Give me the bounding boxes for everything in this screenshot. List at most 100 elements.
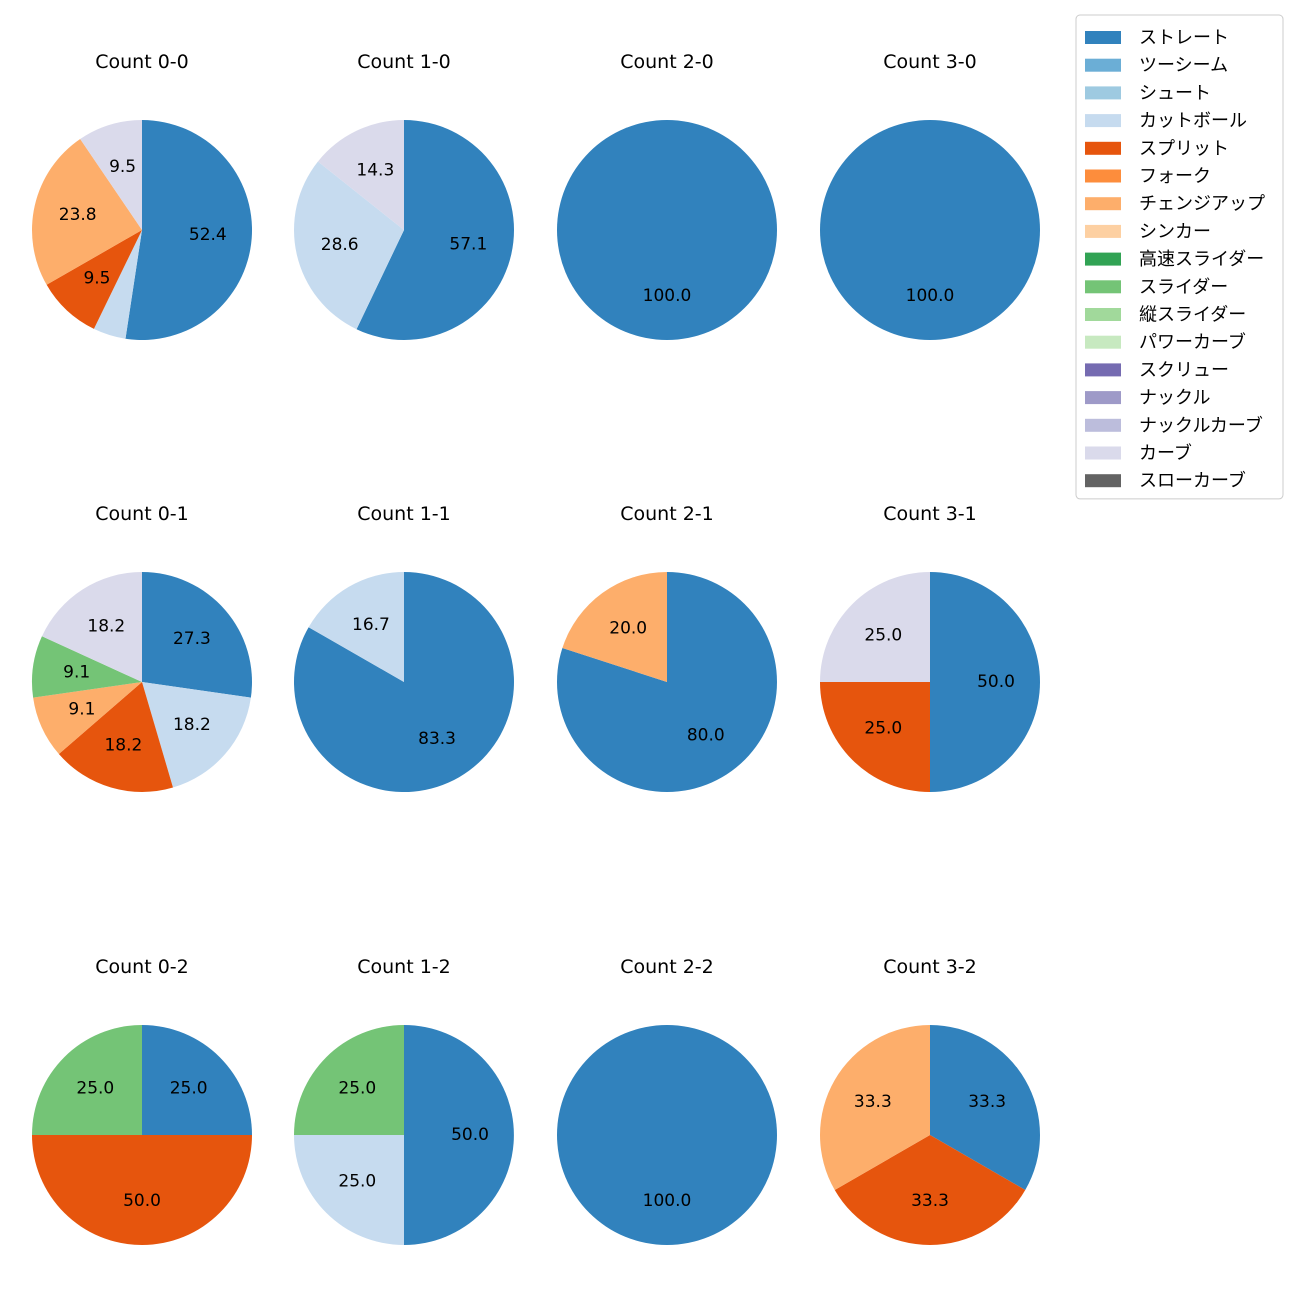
slice-label: 23.8 [59, 205, 97, 225]
slice-label: 25.0 [864, 625, 902, 645]
legend-label: シュート [1139, 83, 1211, 104]
slice-label: 9.1 [68, 699, 95, 719]
legend-frame [1075, 14, 1284, 500]
slice-label: 18.2 [87, 616, 125, 636]
slice-label: 100.0 [906, 286, 955, 306]
pie-slice [33, 682, 143, 755]
pie-slice [32, 1135, 252, 1245]
pie-slice [142, 1025, 252, 1135]
pie-slice [404, 1025, 514, 1245]
pie-slice [294, 1135, 404, 1245]
pie-slice [820, 682, 930, 792]
pie-title: Count 3-2 [883, 956, 977, 978]
slice-label: 50.0 [123, 1191, 161, 1211]
slice-label: 9.1 [63, 663, 90, 683]
pie-title: Count 1-2 [357, 956, 451, 978]
legend-label: チェンジアップ [1139, 194, 1265, 215]
legend-swatch [1085, 391, 1121, 405]
pie-slice [142, 682, 251, 788]
pie-6: Count 1-1 83.3 16.7 [293, 503, 514, 792]
pie-1: Count 0-0 52.4 9.5 23.8 9.5 [31, 51, 253, 340]
pie-slice [556, 572, 777, 792]
pie-slice [820, 572, 930, 682]
pie-slice [32, 1025, 142, 1135]
pie-slice [356, 120, 515, 340]
slice-label: 33.3 [911, 1191, 949, 1211]
slice-label: 52.4 [189, 225, 227, 245]
legend-swatch [1085, 363, 1121, 377]
legend-label: 縦スライダー [1139, 305, 1246, 326]
legend: ストレートツーシームシュートカットボールスプリットフォークチェンジアップシンカー… [1075, 14, 1284, 500]
legend-swatch [1085, 280, 1121, 294]
legend-label: スクリュー [1139, 360, 1229, 381]
legend-swatch [1085, 169, 1121, 183]
pie-title: Count 3-1 [883, 503, 977, 525]
pie-slice [46, 230, 143, 329]
legend-label: スローカーブ [1139, 470, 1246, 492]
slice-label: 18.2 [104, 735, 142, 755]
legend-swatch [1085, 308, 1121, 321]
pie-title: Count 1-0 [357, 51, 451, 73]
legend-swatch [1085, 197, 1121, 211]
pie-5: Count 0-1 27.3 18.2 18.2 9.1 9.1 18.2 [32, 503, 252, 792]
legend-swatch [1085, 335, 1121, 349]
legend-label: パワーカーブ [1139, 331, 1246, 353]
pie-2: Count 1-0 57.1 28.6 14.3 [294, 51, 515, 340]
pie-title: Count 3-0 [883, 51, 977, 73]
legend-swatch [1085, 114, 1121, 128]
slice-label: 33.3 [854, 1092, 892, 1112]
pies-group: Count 0-0 52.4 9.5 23.8 9.5 Count 1-0 57.1 28.6… [31, 51, 1040, 1245]
slice-label: 25.0 [864, 719, 902, 739]
slice-label: 9.5 [109, 157, 136, 177]
pie-slice [32, 636, 142, 698]
slice-label: 25.0 [76, 1078, 114, 1098]
legend-swatch [1085, 141, 1121, 155]
pie-4: Count 3-0 100.0 [820, 51, 1040, 340]
legend-swatch [1085, 58, 1121, 72]
legend-label: シンカー [1139, 221, 1211, 242]
pie-title: Count 0-0 [95, 51, 189, 73]
legend-label: ナックルカーブ [1139, 414, 1263, 436]
pie-slice [820, 120, 1040, 340]
slice-label: 28.6 [321, 235, 359, 255]
legend-label: スプリット [1139, 138, 1229, 159]
legend-swatch [1085, 224, 1121, 238]
legend-swatch [1085, 418, 1121, 432]
pie-9: Count 0-2 25.0 50.0 25.0 [32, 956, 252, 1245]
pie-slice [308, 572, 404, 682]
slice-label: 50.0 [451, 1125, 489, 1145]
pie-10: Count 1-2 50.0 25.0 25.0 [294, 956, 514, 1245]
legend-label: スライダー [1139, 277, 1228, 298]
legend-swatch [1085, 446, 1121, 460]
pie-title: Count 0-1 [95, 503, 189, 525]
legend-label: カーブ [1139, 442, 1192, 464]
slice-label: 18.2 [173, 715, 211, 735]
pie-title: Count 1-1 [357, 503, 451, 525]
pie-slice [142, 572, 252, 698]
slice-label: 14.3 [356, 161, 394, 181]
legend-swatch [1085, 474, 1121, 488]
pie-title: Count 2-0 [620, 51, 714, 73]
legend-label: 高速スライダー [1139, 249, 1264, 270]
pie-slice [93, 230, 142, 339]
slice-label: 33.3 [968, 1092, 1006, 1112]
pie-slice [317, 119, 404, 230]
slice-label: 9.5 [83, 268, 110, 288]
pie-slice [557, 1025, 777, 1245]
pie-12: Count 3-2 33.3 33.3 33.3 [820, 956, 1040, 1245]
slice-label: 50.0 [977, 672, 1015, 692]
slice-label: 25.0 [338, 1078, 376, 1098]
pie-slice [930, 1025, 1040, 1190]
slice-label: 25.0 [338, 1172, 376, 1192]
pie-slice [834, 1135, 1026, 1245]
legend-label: ナックル [1139, 388, 1210, 409]
legend-label: フォーク [1139, 166, 1211, 187]
pie-slice [41, 571, 142, 682]
pie-title: Count 2-1 [620, 503, 714, 525]
legend-label: カットボール [1139, 111, 1247, 132]
pie-slice [557, 120, 777, 340]
pie-3: Count 2-0 100.0 [557, 51, 777, 340]
pie-slice [125, 120, 253, 340]
pie-slice [562, 572, 667, 682]
